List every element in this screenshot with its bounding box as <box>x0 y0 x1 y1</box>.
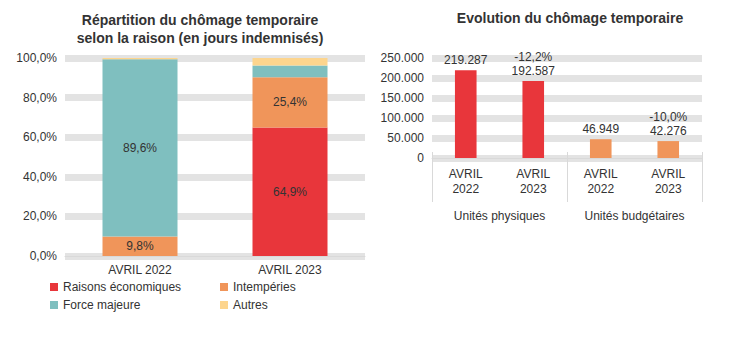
svg-text:80,0%: 80,0% <box>23 91 57 105</box>
svg-text:AVRIL: AVRIL <box>449 167 483 181</box>
svg-text:Unités budgétaires: Unités budgétaires <box>584 209 684 223</box>
svg-text:42.276: 42.276 <box>650 124 687 138</box>
svg-text:250.000: 250.000 <box>381 51 425 65</box>
svg-text:Force majeure: Force majeure <box>63 298 141 312</box>
svg-text:64,9%: 64,9% <box>273 185 307 199</box>
svg-text:AVRIL: AVRIL <box>516 167 550 181</box>
svg-text:50.000: 50.000 <box>387 131 424 145</box>
svg-text:219.287: 219.287 <box>444 53 488 67</box>
svg-text:100,0%: 100,0% <box>16 51 57 65</box>
svg-text:selon la raison (en jours inde: selon la raison (en jours indemnisés) <box>77 30 324 46</box>
svg-text:150.000: 150.000 <box>381 91 425 105</box>
svg-text:AVRIL 2023: AVRIL 2023 <box>258 263 322 277</box>
svg-text:-10,0%: -10,0% <box>649 110 687 124</box>
svg-text:AVRIL 2022: AVRIL 2022 <box>108 263 172 277</box>
svg-text:89,6%: 89,6% <box>123 141 157 155</box>
svg-text:Evolution du chômage temporair: Evolution du chômage temporaire <box>457 10 684 26</box>
svg-text:Intempéries: Intempéries <box>233 280 296 294</box>
svg-text:0,0%: 0,0% <box>30 249 58 263</box>
svg-text:192.587: 192.587 <box>512 64 556 78</box>
svg-text:200.000: 200.000 <box>381 71 425 85</box>
svg-text:2023: 2023 <box>655 182 682 196</box>
svg-text:0: 0 <box>417 151 424 165</box>
svg-text:40,0%: 40,0% <box>23 170 57 184</box>
svg-text:46.949: 46.949 <box>582 122 619 136</box>
svg-text:AVRIL: AVRIL <box>584 167 618 181</box>
svg-text:20,0%: 20,0% <box>23 209 57 223</box>
svg-text:Autres: Autres <box>233 298 268 312</box>
svg-text:Unités physiques: Unités physiques <box>454 209 545 223</box>
svg-text:9,8%: 9,8% <box>126 239 154 253</box>
svg-text:60,0%: 60,0% <box>23 130 57 144</box>
svg-text:2023: 2023 <box>520 182 547 196</box>
svg-text:-12,2%: -12,2% <box>514 50 552 64</box>
svg-text:2022: 2022 <box>587 182 614 196</box>
svg-text:AVRIL: AVRIL <box>651 167 685 181</box>
svg-text:2022: 2022 <box>452 182 479 196</box>
svg-text:25,4%: 25,4% <box>273 95 307 109</box>
svg-text:Raisons économiques: Raisons économiques <box>63 280 181 294</box>
svg-text:100.000: 100.000 <box>381 111 425 125</box>
svg-text:Répartition du chômage tempora: Répartition du chômage temporaire <box>82 12 319 28</box>
